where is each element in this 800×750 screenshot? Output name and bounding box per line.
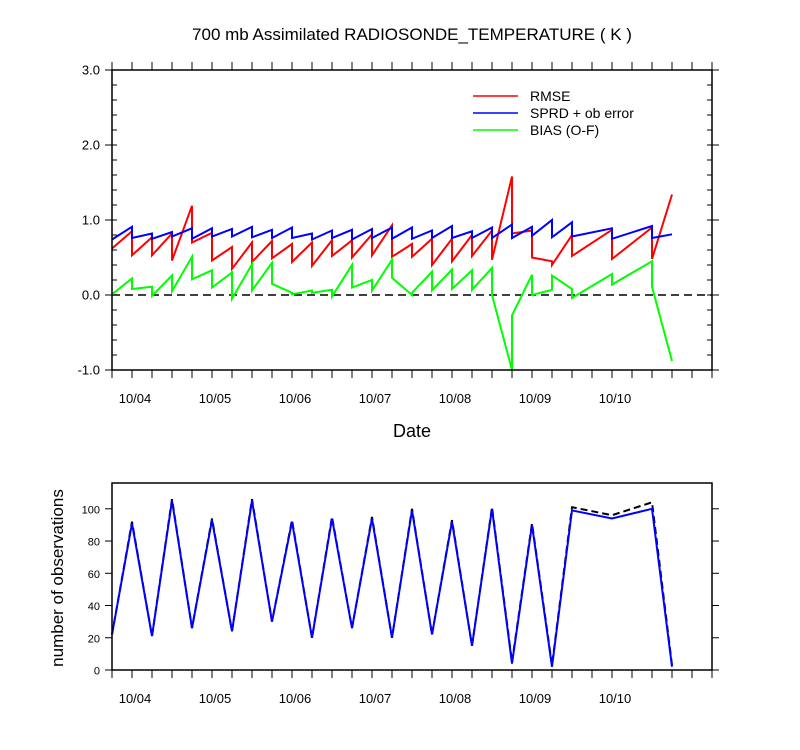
top-xtick-label: 10/10 [599,391,632,406]
top-ytick-label: 1.0 [82,213,100,228]
bottom-ytick-label: 60 [88,569,100,581]
top-xtick-label: 10/06 [279,391,312,406]
bottom-ytick-label: 40 [88,601,100,613]
top-series-sprd-ob-error [111,217,673,242]
top-y-axis: -1.0 0.0 1.0 2.0 3.0 [78,63,719,378]
bottom-ytick-label: 100 [82,504,100,516]
top-plot-area: -1.00.01.02.03.0 10/04 10/05 10/06 10/07 10/… [78,62,719,406]
top-series-bias-o-f [111,253,673,371]
bottom-ytick-label: 80 [88,537,100,549]
top-xtick-label: 10/04 [119,391,152,406]
top-xtick-label: 10/07 [359,391,392,406]
x-axis-label: Date [393,421,431,441]
bottom-x-axis: 10/04 10/05 10/06 10/07 10/08 10/09 10/10 [111,670,713,706]
top-ytick-label: 3.0 [82,63,100,78]
bottom-xtick-label: 10/09 [519,691,552,706]
bottom-series-observations-used [111,500,673,667]
top-series-group [111,176,673,371]
legend-label-sprd: SPRD + ob error [530,105,634,121]
bottom-y-axis: 0 20 40 60 80 100 [82,504,719,678]
bottom-series-observations-possible [111,498,673,666]
bottom-xtick-label: 10/10 [599,691,632,706]
top-plot-frame [111,69,713,371]
bottom-ytick-label: 0 [94,666,100,678]
top-xtick-label: 10/05 [199,391,232,406]
bottom-xtick-label: 10/06 [279,691,312,706]
legend-label-rmse: RMSE [530,88,570,104]
top-ytick-label: -1.0 [78,363,100,378]
top-x-axis: 10/04 10/05 10/06 10/07 10/08 10/09 10/10 [111,62,713,406]
bottom-series-group [111,498,673,667]
chart-title: 700 mb Assimilated RADIOSONDE_TEMPERATUR… [192,25,632,44]
top-ytick-label: 2.0 [82,138,100,153]
bottom-xtick-label: 10/04 [119,691,152,706]
bottom-plot-frame [111,482,713,671]
legend: RMSE SPRD + ob error BIAS (O-F) [473,88,634,138]
legend-label-bias: BIAS (O-F) [530,122,599,138]
bottom-xtick-label: 10/05 [199,691,232,706]
top-xtick-label: 10/09 [519,391,552,406]
top-ytick-label: 0.0 [82,288,100,303]
y-axis-label-observations: number of observations [48,489,67,667]
bottom-ytick-label: 20 [88,633,100,645]
top-series-rmse [111,176,673,272]
bottom-xtick-label: 10/07 [359,691,392,706]
bottom-xtick-label: 10/08 [439,691,472,706]
top-xtick-label: 10/08 [439,391,472,406]
